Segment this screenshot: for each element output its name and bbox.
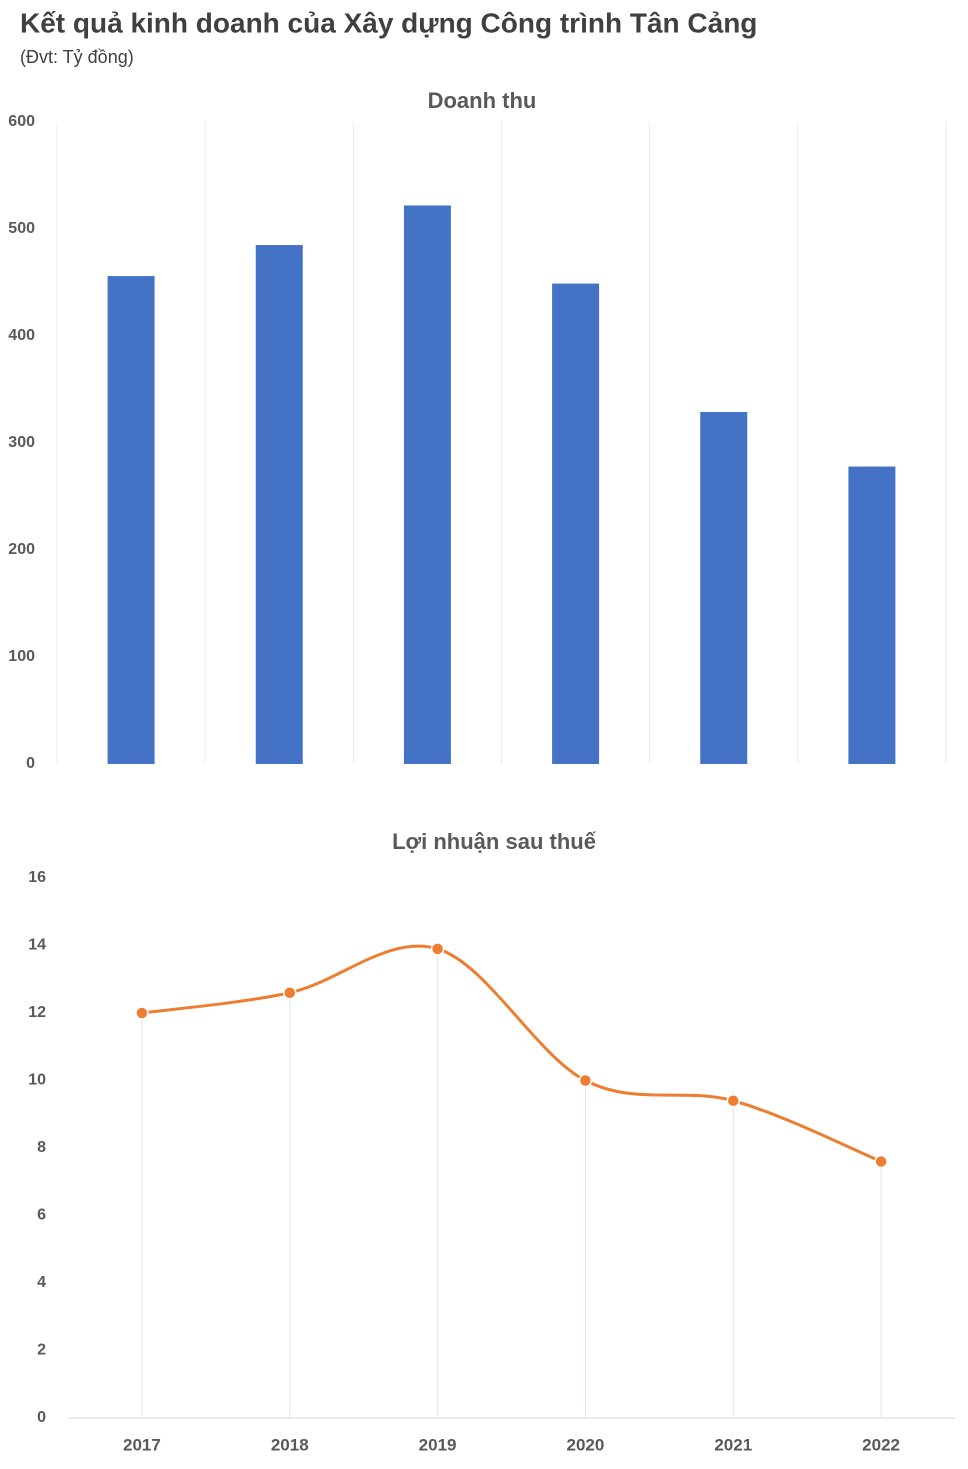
y-tick-label: 8 [37,1139,46,1156]
y-tick-label: 200 [8,541,35,558]
chart-title: Doanh thu [428,88,537,113]
x-tick-label: 2018 [271,1435,309,1454]
x-tick-label: 2019 [419,1435,457,1454]
point [578,1073,593,1088]
page-title: Kết quả kinh doanh của Xây dựng Công trì… [20,7,757,38]
x-tick-label: 2021 [714,1435,752,1454]
y-tick-label: 6 [37,1207,46,1224]
y-tick-label: 300 [8,434,35,451]
y-tick-label: 0 [37,1409,46,1426]
bar [403,205,451,764]
point [283,986,297,1000]
bar [700,411,748,764]
y-tick-label: 12 [28,1004,46,1021]
y-tick-label: 10 [28,1072,46,1089]
point [726,1094,740,1108]
page-subtitle: (Đvt: Tỷ đồng) [20,47,134,67]
point [135,1006,149,1020]
point [874,1154,888,1169]
point [430,942,445,956]
bar [107,276,155,764]
bar [848,466,896,764]
x-tick-label: 2020 [567,1435,605,1454]
x-tick-label: 2022 [862,1435,900,1454]
y-tick-label: 400 [8,327,35,344]
bar [552,283,600,764]
line [141,944,882,1163]
y-tick-label: 600 [8,113,35,130]
y-tick-label: 0 [26,755,35,772]
bar [255,245,303,765]
y-tick-label: 14 [28,937,46,954]
y-tick-label: 16 [28,869,46,886]
y-tick-label: 4 [37,1274,46,1291]
y-tick-label: 100 [8,648,35,665]
x-tick-label: 2017 [123,1435,161,1454]
y-tick-label: 2 [37,1342,46,1359]
y-tick-label: 500 [8,220,35,237]
chart-title: Lợi nhuận sau thuế [392,829,597,854]
